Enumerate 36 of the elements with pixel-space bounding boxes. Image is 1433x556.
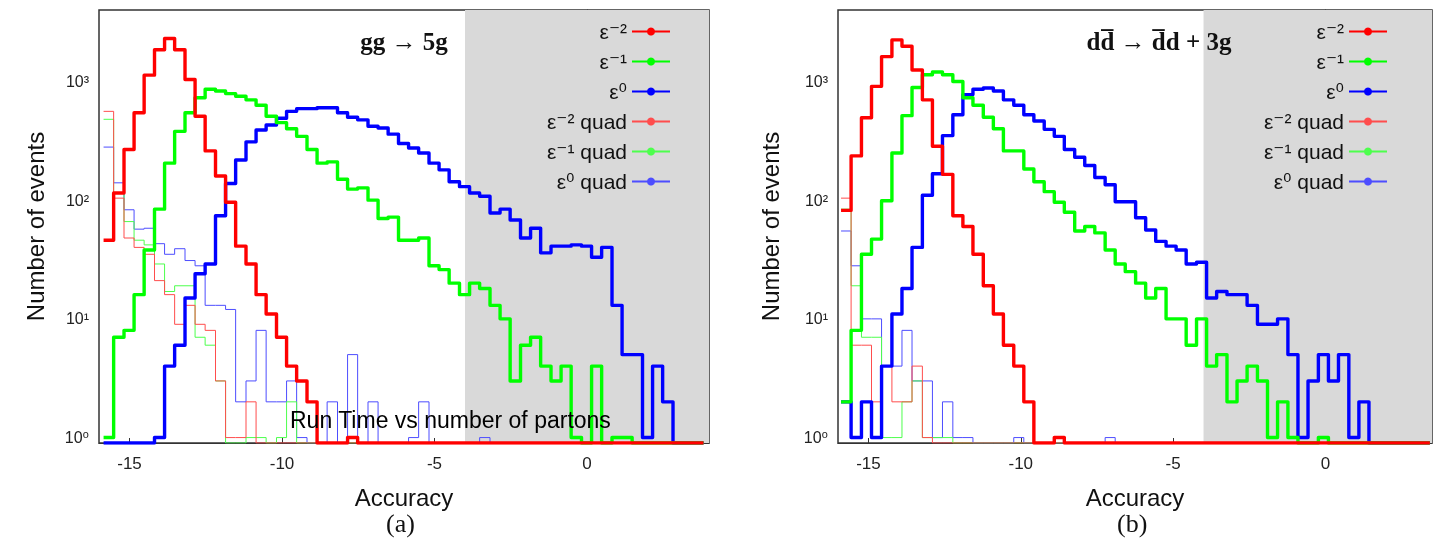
legend-label: ε⁻¹ [1316,50,1344,73]
legend-label: ε⁻¹ quad [1264,140,1344,163]
legend-label: ε⁻² [599,20,627,43]
y-tick-label: 10¹ [65,310,89,328]
legend-label: ε⁻¹ quad [547,140,627,163]
y-axis-title: Number of events [756,131,784,322]
legend-label: ε⁰ quad [1273,170,1344,193]
x-tick-label: -10 [269,454,295,473]
x-tick-label: -15 [856,454,881,473]
y-tick-label: 10¹ [804,310,828,328]
legend-label: ε⁻² [1316,20,1344,43]
text: gg → 5g [360,28,449,55]
x-axis-title: Accuracy [1085,483,1185,511]
y-tick-label: 10² [65,191,90,209]
text: dd̅ → d̅d + 3g [1086,28,1232,55]
text: (a) [386,508,415,538]
legend-label: ε⁻² quad [1264,110,1344,133]
legend-label: ε⁻¹ [599,50,627,73]
x-tick-label: 0 [582,454,592,473]
legend-label: ε⁰ [1326,80,1344,103]
legend-label: ε⁻² quad [547,110,627,133]
x-tick-label: 0 [1320,454,1331,473]
x-axis-title: Accuracy [354,483,454,511]
x-tick-label: -5 [426,454,443,473]
x-tick-label: -10 [1008,454,1034,473]
legend-label: ε⁰ quad [556,170,627,193]
y-tick-label: 10³ [65,72,90,90]
y-tick-label: 10⁰ [64,429,89,447]
text: (b) [1117,508,1148,538]
y-tick-label: 10³ [804,72,829,90]
legend-label: ε⁰ [609,80,627,103]
x-tick-label: -5 [1165,454,1181,473]
y-tick-label: 10² [804,191,829,209]
x-tick-label: -15 [117,454,142,473]
y-axis-title: Number of events [21,131,49,322]
y-tick-label: 10⁰ [803,429,828,447]
